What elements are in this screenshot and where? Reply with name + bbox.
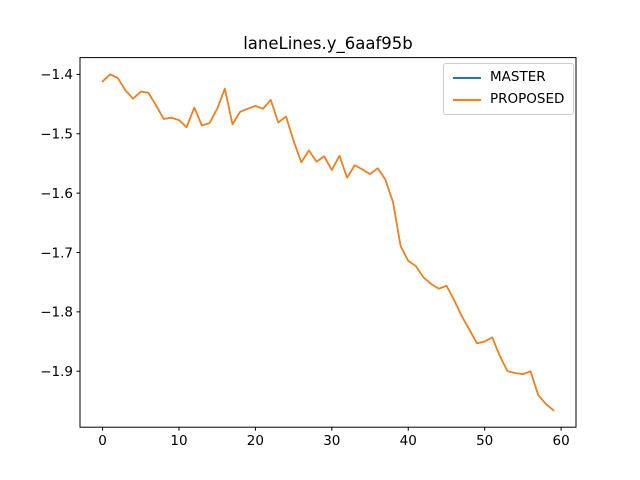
axes-spines — [79, 57, 577, 428]
legend: MASTER PROPOSED — [443, 63, 575, 115]
y-tick-label: −1.8 — [40, 305, 73, 321]
x-tick-label: 20 — [247, 433, 264, 449]
legend-item-proposed: PROPOSED — [453, 92, 564, 108]
x-tick-label: 60 — [553, 433, 570, 449]
master-line-swatch — [453, 77, 481, 79]
proposed-line-swatch — [453, 99, 481, 101]
legend-label-proposed: PROPOSED — [490, 91, 565, 108]
y-tick-label: −1.4 — [40, 67, 73, 83]
series-line-proposed — [101, 73, 555, 412]
legend-label-master: MASTER — [490, 69, 546, 86]
x-tick-label: 10 — [170, 433, 187, 449]
x-tick-label: 40 — [400, 433, 417, 449]
x-tick-label: 50 — [476, 433, 493, 449]
series-line-master — [101, 73, 555, 412]
y-tick-label: −1.7 — [40, 245, 73, 261]
legend-item-master: MASTER — [453, 70, 564, 86]
y-tick-label: −1.5 — [40, 127, 73, 143]
chart-title: laneLines.y_6aaf95b — [243, 34, 413, 53]
y-tick-label: −1.9 — [40, 364, 73, 380]
y-tick-label: −1.6 — [40, 186, 73, 202]
x-tick-label: 0 — [98, 433, 107, 449]
x-tick-label: 30 — [323, 433, 340, 449]
